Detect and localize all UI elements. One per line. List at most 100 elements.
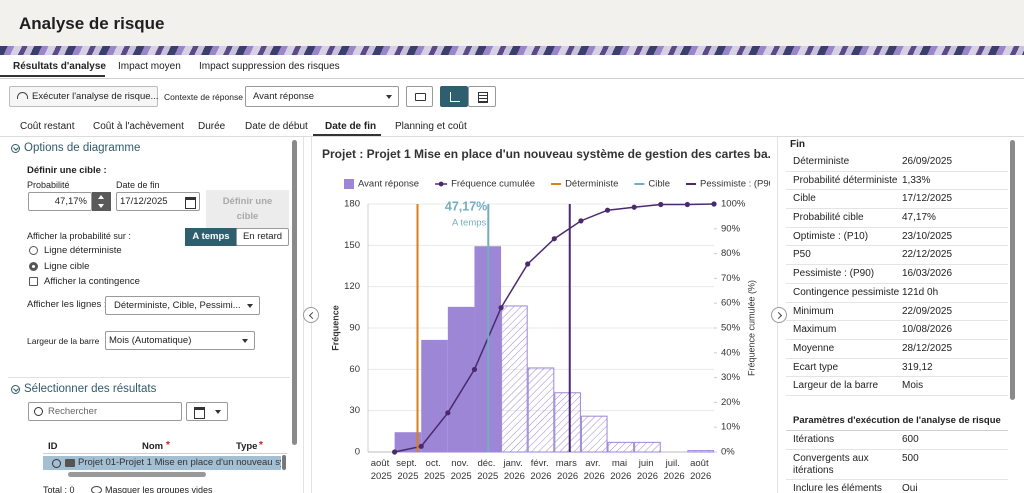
required-mark: * (166, 440, 170, 451)
spinner[interactable] (92, 192, 111, 211)
table-row: Cible 17/12/2025 (786, 190, 1008, 210)
x-tick-label: sept. 2025 (396, 458, 419, 482)
row-label: Contingence pessimiste (793, 286, 900, 298)
label: Probabilité (27, 180, 70, 190)
date-input[interactable]: 17/12/2025 (116, 192, 200, 211)
checkbox-label: Afficher la contingence (44, 276, 140, 287)
eye-icon[interactable] (91, 486, 102, 493)
section-title[interactable]: Options de diagramme (24, 142, 141, 154)
chart-view-button[interactable] (440, 86, 468, 107)
tab-underline (0, 75, 105, 77)
line-point (471, 366, 478, 373)
run-button[interactable]: Exécuter l'analyse de risque... (9, 86, 158, 107)
header (0, 0, 1024, 46)
legend-label: Pessimiste : (P90) (700, 179, 770, 190)
row-label: P50 (793, 249, 811, 261)
define-target-button[interactable]: Définir une cible (206, 190, 289, 228)
scrollbar[interactable] (292, 140, 297, 445)
radio[interactable] (29, 246, 38, 255)
y2-tick-label: 100% (721, 199, 746, 210)
x-tick-label: juil. 2026 (664, 458, 685, 482)
row-label: Convergents aux itérations (793, 452, 869, 476)
collapse-icon[interactable] (11, 144, 20, 153)
y-tick-label: 0 (355, 447, 360, 458)
select[interactable]: Mois (Automatique) (105, 331, 255, 350)
table-view-button[interactable] (468, 86, 496, 107)
row-label: Itérations (793, 434, 835, 445)
line-point (498, 305, 504, 311)
x-tick-label: oct. 2025 (424, 458, 445, 482)
row-value: 26/09/2025 (902, 156, 953, 167)
row-label: Pessimiste : (P90) (793, 268, 875, 280)
search-input[interactable]: Rechercher (28, 402, 182, 421)
summary-table: Déterministe 26/09/2025 Probabilité déterm… (786, 153, 1008, 396)
icon (17, 92, 28, 99)
bar (634, 441, 661, 453)
row-label: Inclure les éléments (793, 483, 882, 493)
legend-label: Avant réponse (358, 179, 419, 190)
column-header[interactable]: Nom (142, 441, 164, 452)
subtab[interactable]: Coût restant (20, 121, 75, 132)
label: Définir une cible : (27, 165, 107, 176)
result-row[interactable]: Projet 01-Projet 1 Mise en place d'un no… (43, 456, 281, 470)
page-title: Analyse de risque (19, 14, 165, 33)
row-value: 16/03/2026 (902, 268, 953, 280)
caret (215, 410, 221, 414)
row-label: Probabilité déterministe (793, 174, 898, 186)
row-label: Déterministe (793, 156, 850, 167)
toggle-option[interactable]: En retard (236, 228, 289, 246)
subtab[interactable]: Durée (198, 121, 226, 132)
table-row: Pessimiste : (P90) 16/03/2026 (786, 265, 1008, 284)
subtab[interactable]: Coût à l'achèvement (93, 121, 184, 132)
probability-input[interactable]: 47,17% (28, 192, 92, 211)
x-tick-label: févr. 2026 (530, 458, 551, 482)
tab[interactable]: Résultats d'analyse (13, 61, 106, 72)
divider (0, 136, 1024, 137)
column-header[interactable]: ID (48, 441, 58, 452)
column-header[interactable]: Type (236, 441, 258, 452)
subtab[interactable]: Date de début (245, 121, 308, 132)
hide-empty-toggle[interactable]: Masquer les groupes vides (105, 485, 213, 493)
checkbox[interactable] (29, 277, 38, 286)
radio-checked[interactable] (29, 262, 38, 271)
subtab[interactable]: Planning et coût (395, 121, 467, 132)
table-row: Contingence pessimiste 121d 0h (786, 284, 1008, 303)
scrollbar[interactable] (1010, 140, 1015, 400)
columns-button[interactable] (186, 402, 228, 421)
row-value: 500 (902, 452, 919, 464)
row-value: 17/12/2025 (902, 193, 953, 205)
table-row: Moyenne 28/12/2025 (786, 340, 1008, 359)
toggle-option[interactable]: A temps (185, 228, 237, 246)
tab[interactable]: Impact suppression des risques (199, 61, 340, 72)
icon (98, 204, 104, 208)
scrollbar[interactable] (68, 472, 206, 477)
select-value: Déterministe, Cible, Pessimi... (114, 300, 241, 311)
row-value: 47,17% (902, 212, 936, 224)
row-label: Largeur de la barre (793, 380, 879, 392)
y2-tick-label: 80% (721, 248, 741, 259)
row-value: 121d 0h (902, 286, 939, 298)
select[interactable]: Avant réponse (245, 86, 399, 107)
subtab[interactable]: Date de fin (325, 121, 377, 132)
expand-icon[interactable] (52, 459, 61, 468)
icon (478, 92, 488, 103)
collapse-right-button[interactable] (771, 307, 787, 323)
button-label: Exécuter l'analyse de risque... (32, 91, 159, 102)
row-value: 600 (902, 434, 919, 445)
row-label: Maximum (793, 324, 837, 336)
collapse-left-button[interactable] (303, 307, 319, 323)
collapse-icon[interactable] (11, 385, 20, 394)
label: Afficher les lignes : (27, 299, 107, 310)
row-value: 1,33% (902, 174, 931, 186)
select[interactable]: Déterministe, Cible, Pessimi... (105, 296, 260, 315)
table-row: Probabilité déterministe 1,33% (786, 172, 1008, 191)
divider (8, 377, 290, 378)
required-mark: * (259, 440, 263, 451)
tab[interactable]: Impact moyen (118, 61, 181, 72)
y-tick-label: 60 (349, 364, 360, 375)
scrollbar[interactable] (282, 455, 286, 470)
print-button[interactable] (406, 86, 433, 107)
section-title[interactable]: Sélectionner des résultats (24, 383, 157, 395)
row-value: 22/09/2025 (902, 305, 953, 317)
